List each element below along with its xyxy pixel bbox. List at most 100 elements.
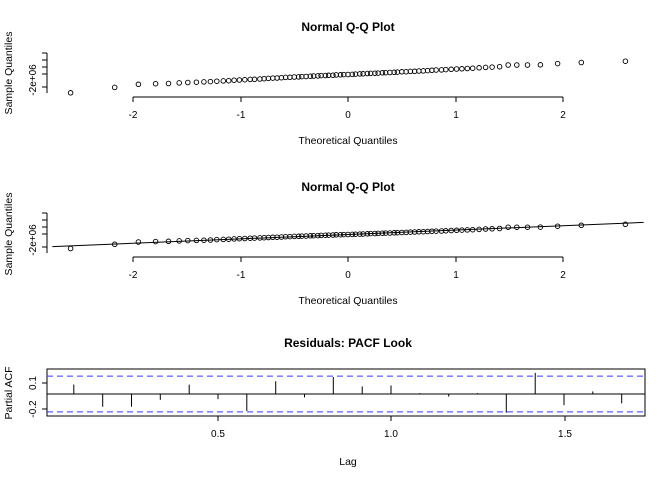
qq-point <box>394 69 401 75</box>
qq-point <box>372 70 378 76</box>
qq-point <box>469 65 476 71</box>
panel2-x-tick-label: -2 <box>129 270 138 281</box>
panel2-points <box>67 221 629 252</box>
panel3-x-tick-label: 0.5 <box>211 429 225 440</box>
panel3-y-ticks <box>42 382 47 410</box>
qq-point <box>554 60 561 67</box>
panel1-y-ticks <box>42 52 47 88</box>
qq-point <box>231 77 237 83</box>
qq-point <box>220 78 227 84</box>
panel1-x-tick-label: 1 <box>453 110 459 121</box>
panel2-x-tick-label: 2 <box>560 270 566 281</box>
qq-point <box>489 64 495 70</box>
pacf-plot: Residuals: PACF Look 0.5 1.0 1.5 -0.2 0.… <box>3 336 646 468</box>
panel2-y-ticks <box>42 212 47 248</box>
qq-point <box>193 79 200 85</box>
panel1-x-axis-label: Theoretical Quantiles <box>298 135 397 147</box>
panel2-x-tick-label: 0 <box>345 270 351 281</box>
qq-point <box>295 74 302 80</box>
panel1-x-tick-label: -2 <box>129 110 138 121</box>
qq-point <box>505 62 511 68</box>
qq-point <box>67 245 74 252</box>
qq-point <box>330 232 336 238</box>
qq-point <box>505 224 511 230</box>
panel3-y-axis-label: Partial ACF <box>3 366 15 419</box>
qq-point <box>307 73 314 79</box>
panel3-x-axis-label: Lag <box>339 456 357 468</box>
qq-point <box>554 223 561 229</box>
qq-point <box>372 230 378 237</box>
qq-point <box>349 231 356 238</box>
qq-point <box>201 79 207 85</box>
panel2-x-ticks <box>132 257 564 262</box>
panel2-x-tick-label: 1 <box>453 270 459 281</box>
qq-point <box>469 226 476 233</box>
qq-point <box>111 84 118 91</box>
qq-point <box>236 235 243 242</box>
qq-point <box>537 62 544 68</box>
qq-point <box>337 72 344 78</box>
qq-point <box>220 236 227 243</box>
qq-point <box>242 76 248 83</box>
panel3-y-tick-label: 0.1 <box>28 376 39 390</box>
qq-point <box>207 78 214 85</box>
qq-point <box>453 66 460 72</box>
panel1-x-tick-label: 2 <box>560 110 566 121</box>
qq-point <box>225 236 232 242</box>
panel2-title: Normal Q-Q Plot <box>301 180 394 194</box>
qq-point <box>349 71 356 78</box>
qq-point <box>225 77 232 84</box>
qq-point <box>236 77 243 83</box>
qq-point <box>193 237 200 244</box>
qq-point <box>524 224 531 230</box>
qq-point <box>307 233 314 239</box>
qq-point <box>482 226 489 232</box>
qq-point <box>135 81 142 88</box>
qq-point <box>135 239 142 245</box>
panel2-x-tick-label: -1 <box>237 270 246 281</box>
qq-point <box>443 228 449 234</box>
qq-point <box>152 238 159 245</box>
qq-point <box>330 72 336 78</box>
qq-point <box>176 238 182 244</box>
panel1-title: Normal Q-Q Plot <box>301 20 394 34</box>
qq-point <box>514 224 520 230</box>
qq-point <box>464 227 471 233</box>
qq-point <box>176 80 182 86</box>
qq-point <box>622 58 629 64</box>
qq-point <box>489 226 495 232</box>
qq-point <box>391 230 397 236</box>
qq-point <box>514 62 520 68</box>
qq-point <box>214 78 220 84</box>
qq-plot-1: Normal Q-Q Plot -2 -1 0 1 2 -2e+06 Theor… <box>3 20 629 147</box>
panel3-bars <box>73 372 623 413</box>
qq-point <box>448 227 454 234</box>
panel2-y-axis-label: Sample Quantiles <box>3 193 15 276</box>
qq-point <box>357 71 363 77</box>
panel1-points <box>67 58 629 96</box>
qq-point <box>464 65 471 72</box>
qq-point <box>364 231 371 237</box>
qq-point <box>111 241 118 248</box>
panel1-y-axis-label: Sample Quantiles <box>3 32 15 115</box>
panel2-y-tick-label: -2e+06 <box>28 224 39 256</box>
panel1-x-tick-label: -1 <box>237 110 246 121</box>
qq-point <box>315 232 321 239</box>
qq-point <box>448 66 454 73</box>
qq-point <box>379 70 386 76</box>
qq-point <box>433 67 439 73</box>
qq-point <box>337 231 344 238</box>
qq-point <box>201 237 207 243</box>
qq-point <box>433 228 439 234</box>
qq-point <box>165 80 172 87</box>
qq-point <box>357 231 363 237</box>
qq-point <box>622 221 629 228</box>
qq-point <box>459 66 465 72</box>
qq-point <box>578 222 585 229</box>
panel1-y-tick-label: -2e+06 <box>28 64 39 96</box>
qq-point <box>165 238 172 245</box>
qq-point <box>67 90 74 96</box>
panel2-qq-reference-line <box>52 221 644 248</box>
panel3-title: Residuals: PACF Look <box>284 336 412 350</box>
panel3-x-ticks <box>217 416 566 421</box>
